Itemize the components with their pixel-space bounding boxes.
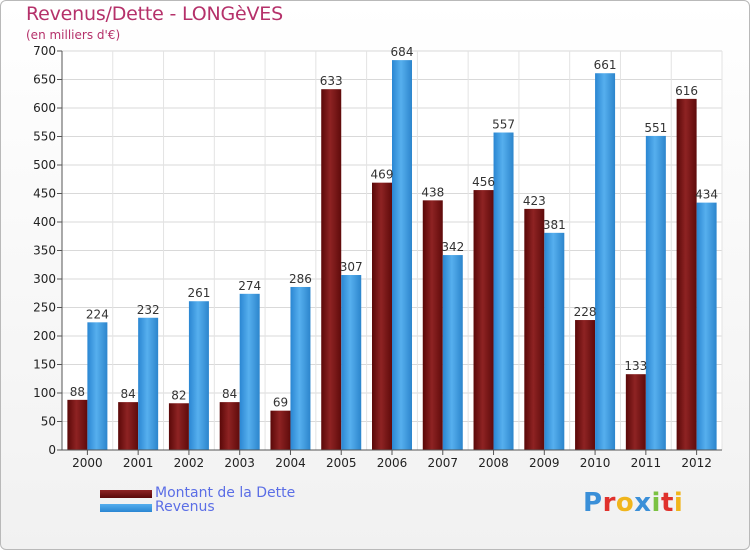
data-label-revenus: 684: [391, 45, 414, 59]
y-tick-label: 550: [33, 130, 56, 144]
data-label-revenus: 307: [340, 260, 363, 274]
logo-letter: t: [660, 488, 674, 518]
legend-label-dette: Montant de la Dette: [155, 485, 296, 501]
bar-revenus: [696, 202, 717, 450]
logo-letter: o: [615, 488, 635, 518]
legend-swatch-dette: [100, 490, 152, 498]
y-tick-label: 350: [33, 244, 56, 258]
y-tick-label: 200: [33, 329, 56, 343]
bar-revenus: [493, 132, 514, 450]
bar-dette: [67, 399, 88, 450]
data-label-revenus: 261: [187, 286, 210, 300]
y-tick-label: 100: [33, 386, 56, 400]
data-label-dette: 456: [472, 175, 495, 189]
bar-dette: [473, 190, 494, 450]
data-label-dette: 88: [70, 385, 85, 399]
bar-dette: [372, 182, 392, 451]
data-label-revenus: 557: [492, 118, 515, 132]
bar-dette: [219, 402, 240, 450]
x-tick-label: 2001: [123, 456, 154, 470]
y-tick-label: 400: [33, 215, 56, 229]
axes: 0 50 100 150 200 250 300 350 400 450 500 550 600 650 7…: [33, 44, 722, 470]
y-tick-label: 450: [33, 187, 56, 201]
x-tick-label: 2004: [275, 456, 306, 470]
data-label-revenus: 551: [644, 121, 667, 135]
x-tick-label: 2000: [72, 456, 103, 470]
x-tick-label: 2008: [478, 456, 509, 470]
x-tick-label: 2003: [224, 456, 255, 470]
logo-letter: P: [583, 488, 603, 518]
data-label-dette: 469: [371, 168, 394, 182]
chart-title: Revenus/Dette - LONGèVES: [26, 3, 283, 25]
bar-revenus: [188, 301, 209, 450]
logo-letter: r: [602, 488, 616, 518]
data-label-dette: 84: [222, 387, 237, 401]
data-label-dette: 133: [624, 359, 647, 373]
x-tick-label: 2006: [377, 456, 408, 470]
bar-dette: [524, 208, 545, 450]
data-label-dette: 228: [574, 305, 597, 319]
data-label-revenus: 286: [289, 272, 312, 286]
legend-label-revenus: Revenus: [155, 499, 215, 515]
legend-swatch-revenus: [100, 504, 152, 512]
data-label-revenus: 232: [137, 303, 160, 317]
y-tick-label: 700: [33, 44, 56, 58]
bar-revenus: [645, 135, 666, 450]
bar-dette: [118, 402, 139, 450]
bar-revenus: [290, 286, 311, 450]
x-tick-label: 2011: [631, 456, 662, 470]
x-tick-label: 2010: [580, 456, 611, 470]
y-tick-label: 150: [33, 358, 56, 372]
data-label-revenus: 434: [695, 188, 718, 202]
x-tick-label: 2009: [529, 456, 560, 470]
y-tick-label: 500: [33, 158, 56, 172]
data-label-dette: 616: [675, 84, 698, 98]
bar-revenus: [239, 293, 260, 450]
data-label-revenus: 381: [543, 218, 566, 232]
bar-dette: [321, 89, 342, 450]
y-tick-label: 250: [33, 301, 56, 315]
logo-letter: x: [634, 488, 652, 518]
data-label-dette: 84: [121, 387, 136, 401]
data-label-revenus: 661: [594, 58, 617, 72]
bar-revenus: [341, 275, 362, 450]
x-tick-label: 2007: [427, 456, 458, 470]
y-tick-label: 50: [41, 415, 56, 429]
y-tick-label: 0: [48, 443, 56, 457]
data-label-dette: 423: [523, 194, 546, 208]
data-label-revenus: 274: [238, 279, 261, 293]
logo-letter: i: [673, 488, 684, 518]
bar-revenus: [392, 60, 412, 451]
bar-revenus: [138, 317, 159, 450]
y-tick-label: 300: [33, 272, 56, 286]
bars: [67, 60, 717, 451]
bar-dette: [168, 403, 189, 450]
data-label-revenus: 224: [86, 307, 109, 321]
x-tick-label: 2012: [681, 456, 712, 470]
bar-revenus: [442, 255, 463, 450]
logo-letter: i: [651, 488, 661, 518]
proxiti-logo: Proxiti: [583, 488, 683, 518]
bar-revenus: [544, 232, 565, 450]
data-labels: 88 224 84 232 82 261 84 274 69 286 633 307 469 684 438…: [70, 45, 718, 410]
y-tick-label: 650: [33, 73, 56, 87]
chart-subtitle: (en milliers d'€): [26, 28, 121, 42]
data-label-dette: 438: [421, 185, 444, 199]
bar-dette: [676, 98, 697, 450]
bar-revenus: [595, 73, 616, 450]
data-label-revenus: 342: [441, 240, 464, 254]
bar-revenus: [87, 322, 108, 450]
bar-dette: [575, 320, 596, 450]
data-label-dette: 69: [273, 396, 288, 410]
data-label-dette: 82: [171, 388, 186, 402]
x-tick-label: 2002: [174, 456, 205, 470]
y-tick-label: 600: [33, 101, 56, 115]
bar-dette: [422, 200, 443, 450]
bar-dette: [625, 374, 646, 450]
bar-dette: [270, 410, 291, 450]
data-label-dette: 633: [320, 74, 343, 88]
x-tick-label: 2005: [326, 456, 357, 470]
